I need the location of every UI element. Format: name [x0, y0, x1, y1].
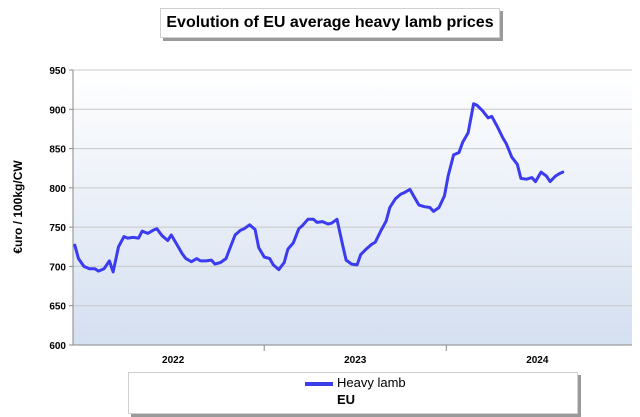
x-tick-label: 2023 — [344, 355, 367, 366]
legend-title: EU — [337, 392, 356, 407]
y-tick-label: 600 — [49, 341, 66, 352]
series-line-heavy-lamb — [73, 102, 565, 274]
y-tick-label: 900 — [49, 105, 66, 116]
chart-title: Evolution of EU average heavy lamb price… — [160, 8, 500, 38]
legend-swatch-heavy-lamb — [305, 382, 333, 386]
y-tick-label: 750 — [49, 223, 66, 234]
y-tick-labels: 600 650 700 750 800 850 900 950 — [49, 66, 66, 352]
plot-area — [73, 70, 632, 345]
legend: Heavy lamb EU — [128, 372, 578, 414]
y-tick-label: 850 — [49, 145, 66, 156]
y-tick-label: 800 — [49, 184, 66, 195]
x-tick-label: 2024 — [526, 355, 549, 366]
y-tick-label: 950 — [49, 66, 66, 77]
x-tick-labels: 2022 2023 2024 — [162, 355, 549, 366]
y-tick-label: 700 — [49, 262, 66, 273]
x-tick-label: 2022 — [162, 355, 185, 366]
legend-label-heavy-lamb: Heavy lamb — [337, 375, 406, 390]
y-tick-label: 650 — [49, 302, 66, 313]
y-axis-label: €uro / 100kg/CW — [11, 160, 25, 254]
axes — [72, 70, 632, 351]
